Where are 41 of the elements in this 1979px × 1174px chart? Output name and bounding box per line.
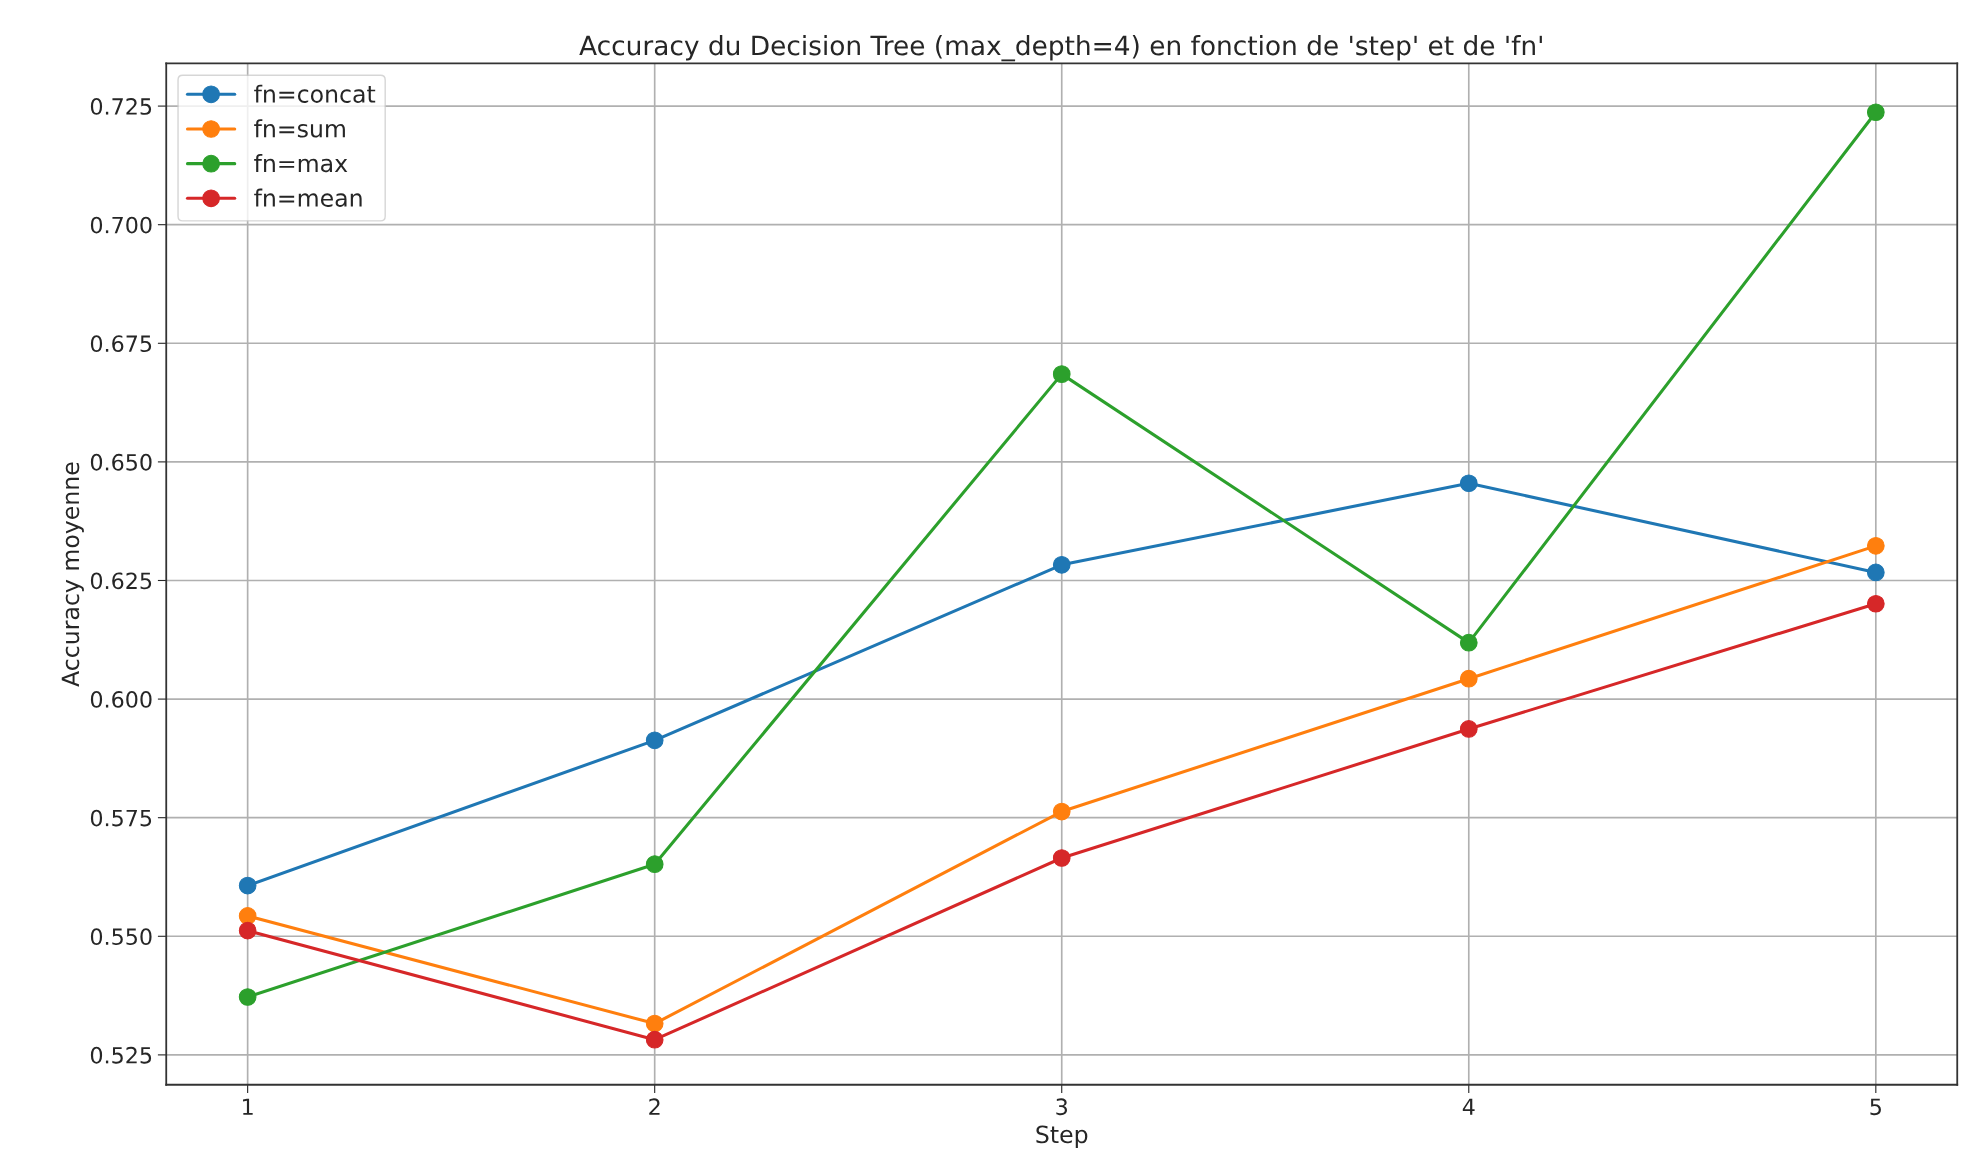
y-tick-label: 0.550: [90, 928, 152, 946]
x-axis-title: Step: [1036, 1125, 1088, 1148]
legend-label: fn=mean: [254, 188, 362, 207]
y-axis-title: Accuracy moyenne: [61, 462, 84, 687]
point: [1052, 802, 1071, 821]
point: [1459, 720, 1478, 738]
point: [1866, 103, 1885, 122]
point: [645, 731, 664, 750]
y-tick-label: 0.575: [90, 809, 152, 827]
y-tick-label: 0.525: [90, 1046, 152, 1064]
point: [645, 1014, 664, 1033]
point: [1052, 365, 1071, 383]
point: [645, 1030, 664, 1049]
y-tick-label: 0.675: [90, 335, 152, 353]
point: [238, 907, 257, 925]
point: [238, 876, 257, 895]
point: [238, 988, 257, 1006]
legend-label: fn=sum: [254, 119, 345, 138]
point: [1459, 669, 1478, 688]
y-tick-label: 0.700: [90, 216, 152, 234]
point: [645, 855, 664, 874]
point: [1866, 594, 1885, 613]
point: [1052, 849, 1071, 867]
y-tick-label: 0.600: [90, 691, 152, 708]
legend-label: fn=max: [254, 153, 348, 173]
point: [1866, 537, 1885, 555]
x-tick-label: 3: [1056, 1098, 1068, 1116]
y-tick-label: 0.725: [90, 98, 152, 115]
point: [238, 921, 257, 940]
x-tick-label: 1: [243, 1098, 253, 1115]
point: [1459, 633, 1478, 652]
y-tick-label: 0.650: [90, 453, 152, 471]
y-tick-label: 0.625: [90, 572, 152, 590]
chart-title: Accuracy du Decision Tree (max_depth=4) en fonction de 'step' et de 'fn': [579, 35, 1542, 62]
point: [1459, 474, 1478, 493]
legend-label: fn=concat: [254, 84, 376, 103]
x-tick-label: 4: [1462, 1098, 1475, 1115]
point: [1866, 563, 1885, 582]
point: [1052, 555, 1071, 574]
x-tick-label: 5: [1870, 1098, 1881, 1116]
x-tick-label: 2: [649, 1098, 660, 1115]
